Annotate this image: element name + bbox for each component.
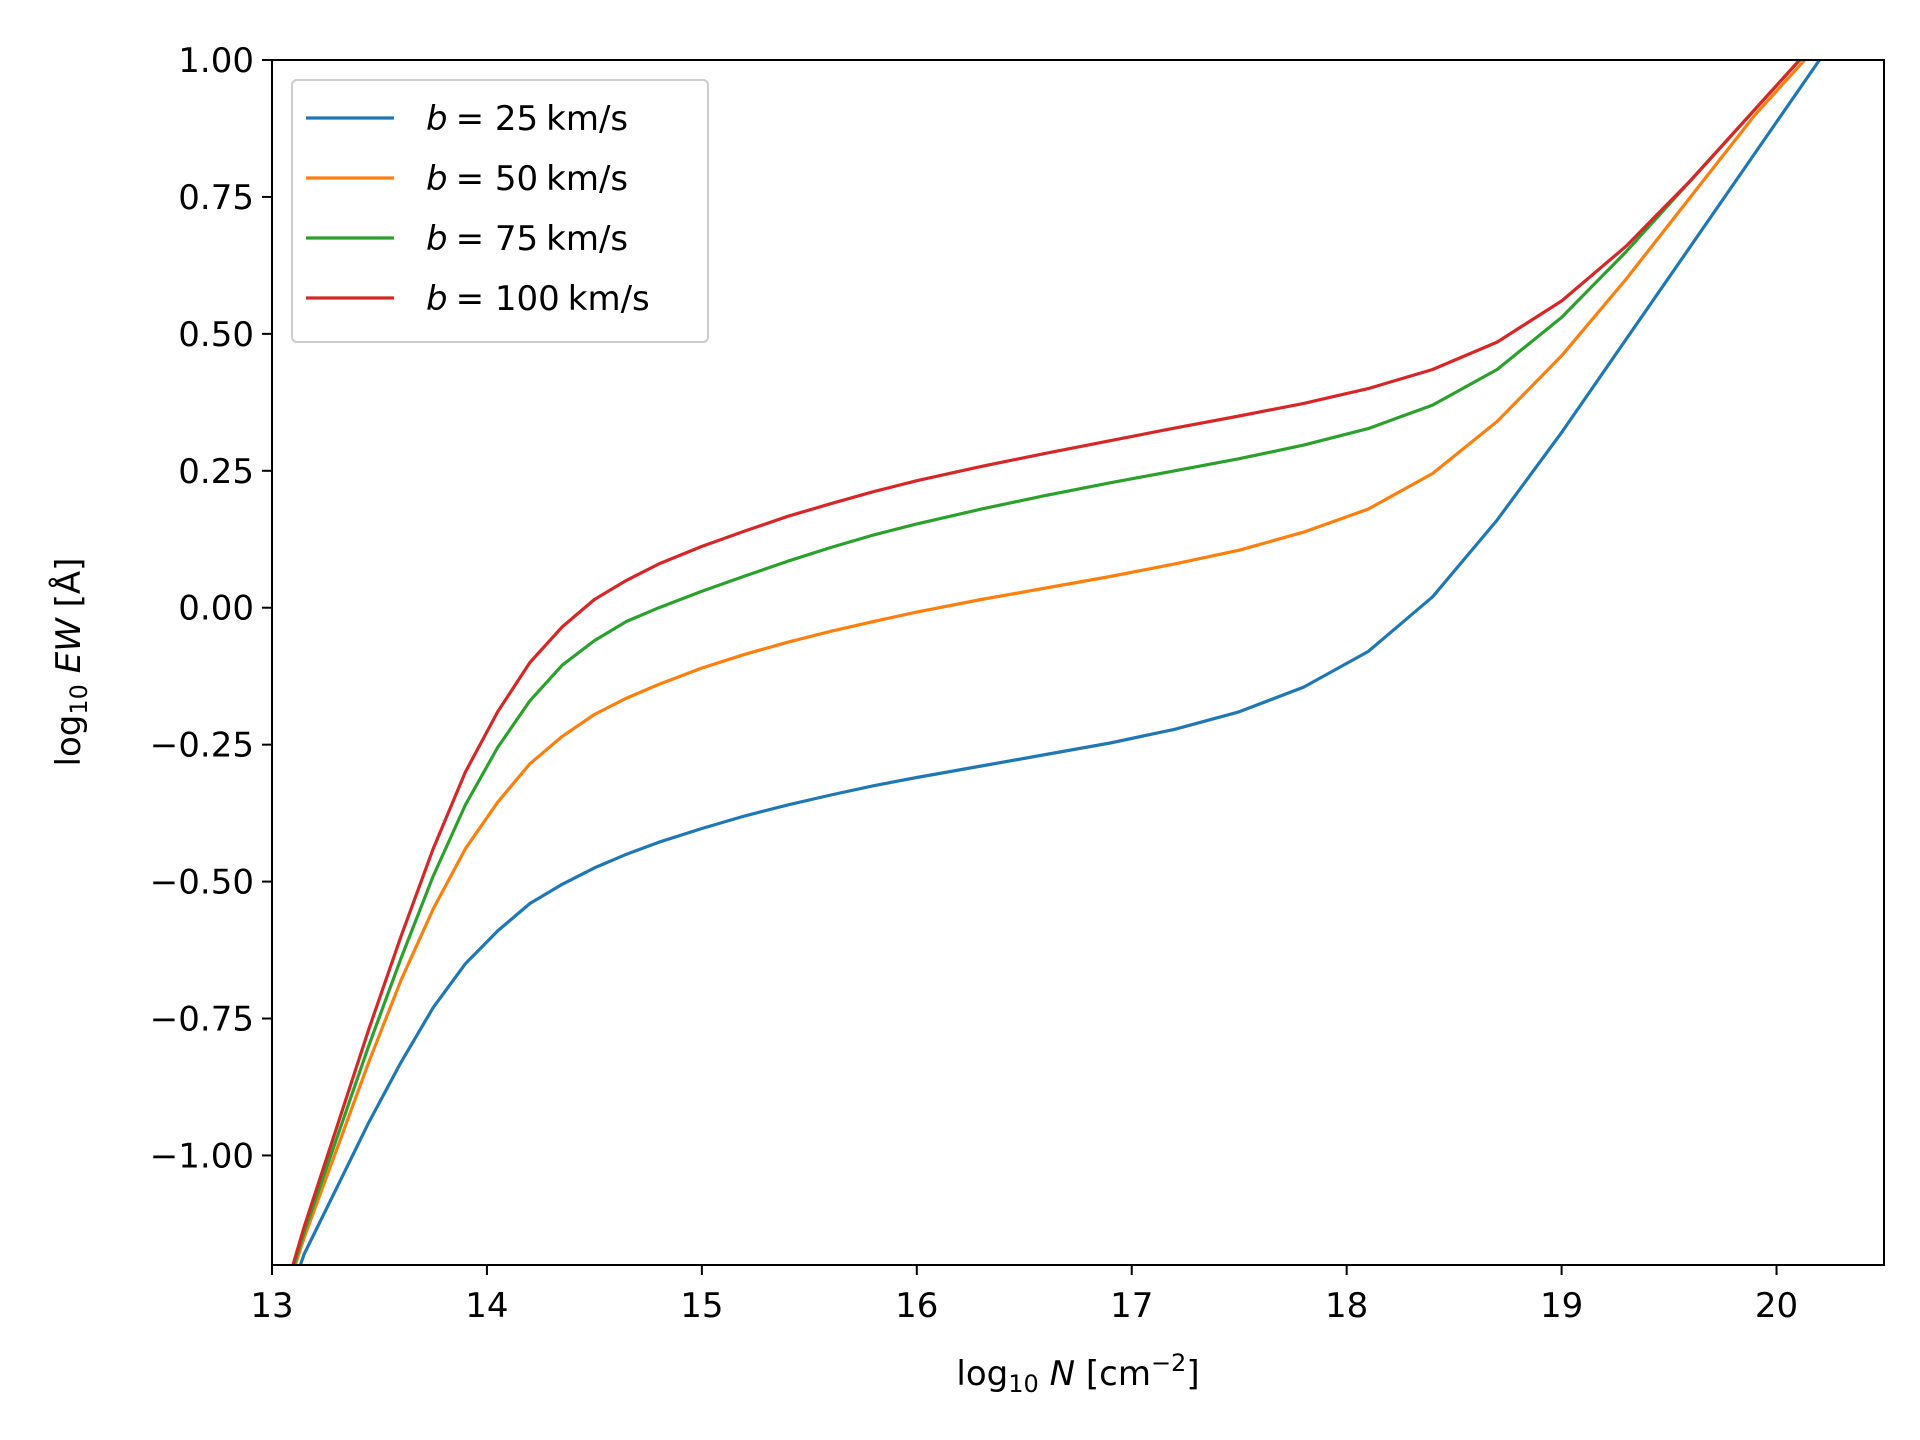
legend-label-2: b = 50 km/s <box>426 159 628 199</box>
legend-label-4: b = 100 km/s <box>426 279 650 319</box>
y-tick-label: −0.50 <box>150 863 254 903</box>
x-tick-label: 17 <box>1110 1286 1153 1326</box>
legend: b = 25 km/s b = 50 km/s b = 75 km/s b = 100 km/s <box>291 79 709 343</box>
series-line-3 <box>292 60 1802 1265</box>
y-axis-label: log10 EW [Å] <box>48 558 93 767</box>
y-tick-label: 0.75 <box>178 178 254 218</box>
legend-label-3: b = 75 km/s <box>426 219 628 259</box>
y-axis: 1.00 0.75 0.50 0.25 0.00 −0.25 −0.50 −0.75 −1.00 <box>150 41 272 1176</box>
series-line-4 <box>291 60 1802 1265</box>
x-tick-label: 20 <box>1755 1286 1798 1326</box>
legend-box <box>291 79 709 343</box>
x-tick-label: 18 <box>1325 1286 1368 1326</box>
y-tick-label: 0.25 <box>178 452 254 492</box>
x-tick-label: 19 <box>1540 1286 1583 1326</box>
x-tick-label: 16 <box>895 1286 938 1326</box>
y-tick-label: −0.25 <box>150 726 254 766</box>
legend-label-1: b = 25 km/s <box>426 99 628 139</box>
y-tick-label: 0.50 <box>178 315 254 355</box>
plot-frame <box>271 59 1885 1266</box>
y-tick-label: 1.00 <box>178 41 254 81</box>
series-line-1 <box>298 60 1822 1265</box>
x-tick-label: 15 <box>680 1286 723 1326</box>
y-tick-label: 0.00 <box>178 589 254 629</box>
x-axis: 13 14 15 16 17 18 19 20 <box>250 1265 1798 1326</box>
y-tick-label: −0.75 <box>150 1000 254 1040</box>
x-tick-label: 14 <box>465 1286 508 1326</box>
x-tick-label: 13 <box>250 1286 293 1326</box>
series-line-2 <box>293 60 1807 1265</box>
series-layer <box>291 60 1822 1265</box>
y-tick-label: −1.00 <box>150 1136 254 1176</box>
